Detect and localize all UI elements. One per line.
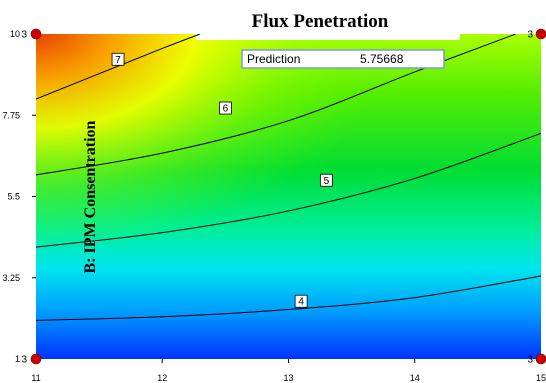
contour-label-box-4 xyxy=(294,294,308,308)
design-point xyxy=(535,353,546,365)
y-tick-label: 1 xyxy=(15,354,20,364)
chart-title: Flux Penetration xyxy=(252,11,389,32)
x-tick-label: 15 xyxy=(536,373,546,383)
design-point xyxy=(30,28,42,40)
contour-label-box-5 xyxy=(319,173,333,187)
prediction-box xyxy=(241,49,445,69)
contour-label-6: 6 xyxy=(223,104,229,115)
y-tick-label: 5.5 xyxy=(7,192,20,202)
plot-hot-zone xyxy=(36,34,541,359)
y-tick-label: 3.25 xyxy=(2,273,20,283)
contour-label-box-7 xyxy=(111,52,125,66)
contour-labels: 4 5 6 7 xyxy=(111,52,333,308)
design-points: 3 3 3 3 xyxy=(21,28,546,366)
design-point-label: 3 xyxy=(21,355,27,366)
contour-label-4: 4 xyxy=(298,297,304,308)
design-point-label: 3 xyxy=(527,30,533,41)
contour-line-5 xyxy=(36,132,541,248)
contour-line-7 xyxy=(36,34,201,100)
contour-label-7: 7 xyxy=(115,55,121,66)
y-tick-label: 7.75 xyxy=(2,110,20,120)
y-axis-label: B: IPM Consentration xyxy=(82,120,99,273)
contour-label-5: 5 xyxy=(324,176,330,187)
prediction-value: 5.75668 xyxy=(360,52,404,66)
design-point xyxy=(30,353,42,365)
x-tick-label: 12 xyxy=(157,373,167,383)
contour-line-6 xyxy=(36,34,516,176)
prediction-label: Prediction xyxy=(247,52,300,66)
design-point-label: 3 xyxy=(527,355,533,366)
contour-line-4 xyxy=(36,275,541,321)
title-backdrop xyxy=(196,0,460,40)
y-tick-label: 10 xyxy=(10,29,20,39)
plot-area xyxy=(36,34,541,359)
x-tick-label: 13 xyxy=(283,373,293,383)
prediction-flag: Prediction 5.75668 xyxy=(241,49,445,69)
contour-lines xyxy=(36,34,541,321)
x-tick-label: 11 xyxy=(31,373,40,383)
contour-label-box-6 xyxy=(218,101,232,115)
design-point-label: 3 xyxy=(21,30,27,41)
axis-ticks: 11 12 13 14 15 1 3.25 5.5 7.75 10 xyxy=(2,29,546,383)
design-point xyxy=(535,28,546,40)
x-tick-label: 14 xyxy=(410,373,420,383)
